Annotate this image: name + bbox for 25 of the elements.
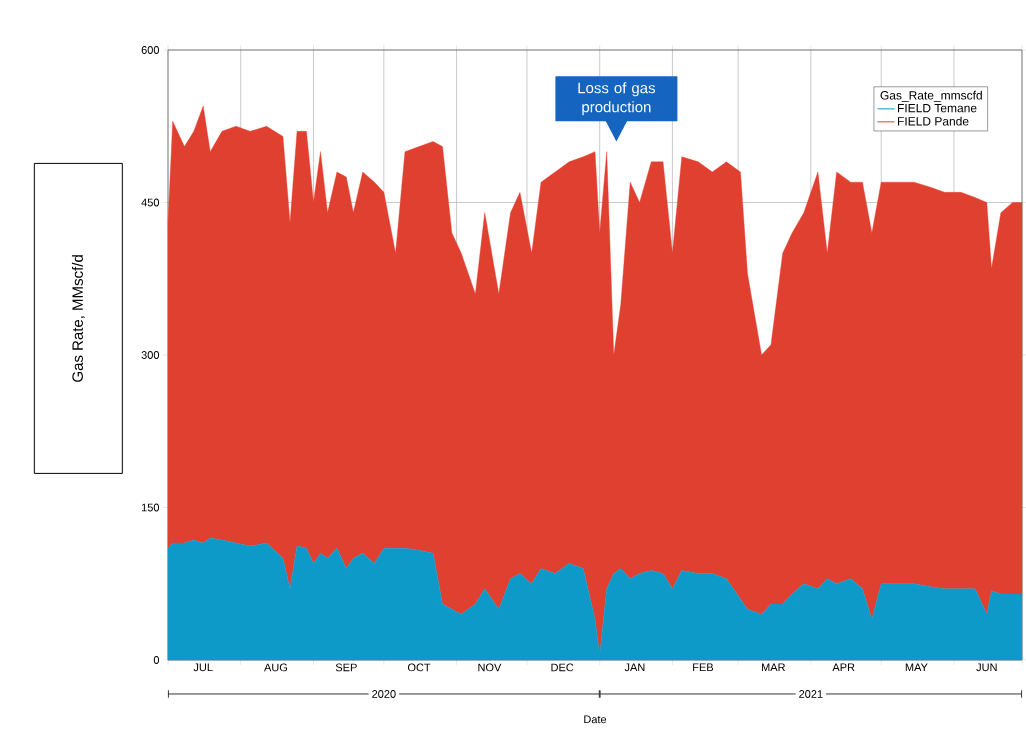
- x-tick-label: JUN: [976, 663, 997, 672]
- x-tick-label: OCT: [407, 663, 431, 672]
- x-axis-title: Date: [584, 715, 607, 724]
- x-tick-label: MAR: [761, 663, 786, 672]
- x-tick-label: JAN: [624, 663, 645, 672]
- y-tick-label: 0: [153, 656, 160, 664]
- x-tick-label: MAY: [905, 663, 928, 672]
- y-tick-label: 450: [141, 198, 160, 207]
- x-tick-label: AUG: [264, 663, 288, 672]
- legend-title: Gas_Rate_mmscfd: [880, 90, 982, 102]
- x-tick-label: FEB: [693, 663, 714, 672]
- y-axis-title: Gas Rate, MMscf/d: [71, 255, 85, 382]
- annotation: Loss of gas production: [578, 82, 656, 116]
- y-tick-label: 150: [141, 503, 160, 512]
- y-tick-label: 300: [141, 351, 160, 359]
- x-tick-label: SEP: [335, 663, 357, 672]
- x-tick-label: JUL: [193, 663, 213, 672]
- y-tick-label: 600: [141, 46, 160, 54]
- text: 2020: [372, 690, 396, 698]
- x-tick-label: DEC: [551, 663, 574, 672]
- x-tick-label: APR: [832, 663, 855, 672]
- legend-label: FIELD Temane: [898, 103, 977, 113]
- legend-label: FIELD Pande: [898, 116, 969, 126]
- x-tick-label: NOV: [478, 663, 502, 672]
- text: 2021: [799, 690, 823, 698]
